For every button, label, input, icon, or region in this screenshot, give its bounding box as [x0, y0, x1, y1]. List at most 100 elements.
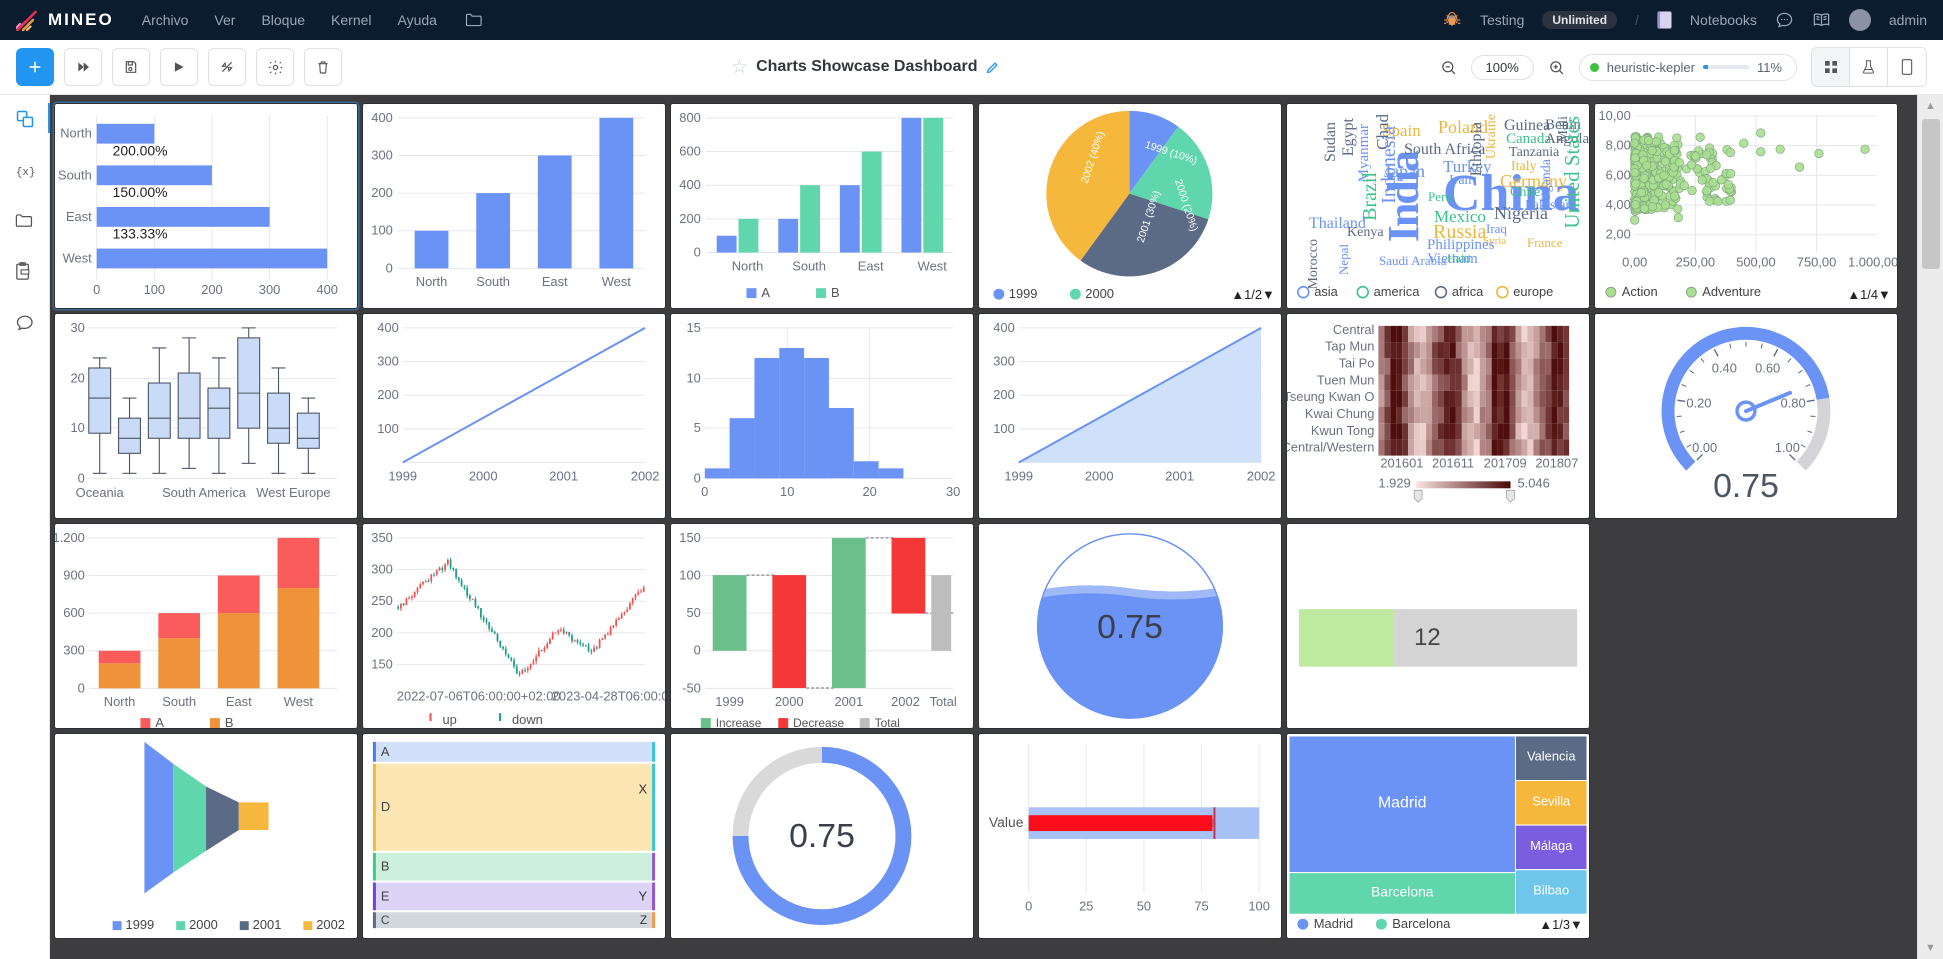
- svg-text:1999: 1999: [388, 468, 417, 483]
- svg-text:0.75: 0.75: [789, 817, 855, 855]
- svg-text:2022-07-06T06:00:00+02:00: 2022-07-06T06:00:00+02:00: [397, 688, 561, 703]
- svg-text:50: 50: [686, 605, 700, 620]
- svg-text:A: A: [761, 285, 770, 300]
- svg-text:Kwai Chung: Kwai Chung: [1305, 406, 1375, 421]
- svg-text:East: East: [858, 258, 884, 273]
- svg-text:200: 200: [371, 185, 393, 200]
- svg-text:100: 100: [1248, 898, 1270, 913]
- svg-text:300: 300: [371, 147, 393, 162]
- svg-text:Bilbao: Bilbao: [1533, 882, 1569, 897]
- svg-text:201611: 201611: [1432, 456, 1474, 471]
- svg-text:North: North: [104, 694, 136, 709]
- svg-text:800: 800: [679, 110, 701, 125]
- svg-text:A: A: [155, 715, 164, 728]
- svg-text:▲1/4▼: ▲1/4▼: [1847, 287, 1890, 302]
- svg-text:0.80: 0.80: [1781, 396, 1806, 411]
- svg-text:750,00: 750,00: [1797, 254, 1836, 269]
- svg-text:10: 10: [686, 370, 700, 385]
- svg-text:900: 900: [63, 567, 85, 582]
- svg-text:2001: 2001: [834, 694, 863, 709]
- svg-text:10: 10: [780, 484, 794, 499]
- svg-text:2000: 2000: [189, 917, 218, 932]
- svg-text:8,00: 8,00: [1606, 138, 1631, 153]
- svg-text:2000: 2000: [775, 694, 804, 709]
- svg-text:200: 200: [371, 625, 393, 640]
- svg-text:0.00: 0.00: [1692, 440, 1717, 455]
- svg-text:500,00: 500,00: [1736, 254, 1775, 269]
- svg-text:down: down: [512, 712, 543, 727]
- svg-text:Increase: Increase: [716, 716, 762, 728]
- svg-text:200: 200: [377, 387, 399, 402]
- svg-text:North: North: [60, 126, 92, 141]
- svg-text:600: 600: [679, 144, 701, 159]
- svg-text:East: East: [542, 274, 568, 289]
- svg-text:West: West: [602, 274, 632, 289]
- svg-text:10,00: 10,00: [1598, 108, 1630, 123]
- svg-text:Oceania: Oceania: [76, 485, 125, 500]
- svg-text:South: South: [792, 258, 826, 273]
- svg-text:300: 300: [371, 562, 393, 577]
- svg-text:▲1/2▼: ▲1/2▼: [1231, 287, 1274, 302]
- svg-text:0,00: 0,00: [1622, 254, 1647, 269]
- svg-text:10: 10: [70, 420, 84, 435]
- svg-text:2002: 2002: [316, 917, 345, 932]
- svg-text:0: 0: [701, 484, 708, 499]
- svg-text:100: 100: [377, 421, 399, 436]
- svg-text:West: West: [284, 694, 314, 709]
- svg-text:Y: Y: [639, 888, 648, 903]
- svg-text:Madrid: Madrid: [1378, 794, 1427, 811]
- svg-text:Decrease: Decrease: [793, 716, 844, 728]
- svg-text:2000: 2000: [1085, 468, 1114, 483]
- svg-text:North: North: [416, 274, 448, 289]
- svg-text:12: 12: [1414, 624, 1441, 651]
- svg-text:0: 0: [694, 245, 701, 260]
- svg-text:300: 300: [377, 354, 399, 369]
- svg-text:1999: 1999: [715, 694, 744, 709]
- svg-text:201709: 201709: [1484, 456, 1527, 471]
- svg-text:50: 50: [1137, 898, 1151, 913]
- svg-text:150.00%: 150.00%: [113, 184, 168, 200]
- svg-text:East: East: [226, 694, 252, 709]
- svg-text:1.000,00: 1.000,00: [1848, 254, 1897, 269]
- svg-text:B: B: [831, 285, 840, 300]
- svg-text:B: B: [381, 859, 390, 874]
- svg-text:400: 400: [371, 110, 393, 125]
- svg-text:1.929: 1.929: [1378, 475, 1410, 490]
- svg-text:Total: Total: [875, 716, 900, 728]
- svg-text:C: C: [381, 913, 390, 927]
- svg-text:200: 200: [679, 211, 701, 226]
- svg-text:75: 75: [1194, 898, 1208, 913]
- svg-text:25: 25: [1079, 898, 1093, 913]
- svg-text:A: A: [381, 744, 390, 759]
- svg-text:0: 0: [93, 282, 100, 297]
- svg-text:5.046: 5.046: [1517, 475, 1549, 490]
- svg-text:0: 0: [78, 680, 85, 695]
- svg-text:North: North: [732, 258, 764, 273]
- svg-text:Central: Central: [1333, 322, 1375, 337]
- svg-text:400: 400: [679, 177, 701, 192]
- svg-text:0.40: 0.40: [1712, 361, 1737, 376]
- svg-text:350: 350: [371, 530, 393, 545]
- svg-text:Z: Z: [640, 913, 647, 927]
- svg-text:0: 0: [386, 260, 393, 275]
- svg-text:200: 200: [201, 282, 223, 297]
- svg-text:400: 400: [377, 320, 399, 335]
- svg-text:2002: 2002: [891, 694, 920, 709]
- svg-text:0: 0: [694, 470, 701, 485]
- svg-text:West: West: [918, 258, 948, 273]
- svg-text:Adventure: Adventure: [1702, 284, 1761, 299]
- svg-text:▲1/3▼: ▲1/3▼: [1539, 917, 1582, 932]
- svg-text:0.75: 0.75: [1713, 467, 1779, 505]
- svg-text:D: D: [381, 799, 390, 814]
- svg-text:2002: 2002: [1247, 468, 1276, 483]
- svg-text:2001: 2001: [549, 468, 578, 483]
- svg-text:250,00: 250,00: [1676, 254, 1715, 269]
- svg-text:{x}: {x}: [15, 167, 34, 179]
- svg-text:15: 15: [686, 320, 700, 335]
- svg-text:West Europe: West Europe: [256, 485, 330, 500]
- svg-text:0: 0: [694, 643, 701, 658]
- svg-text:6,00: 6,00: [1606, 167, 1631, 182]
- svg-text:East: East: [66, 209, 92, 224]
- svg-text:100: 100: [679, 567, 701, 582]
- svg-text:400: 400: [316, 282, 338, 297]
